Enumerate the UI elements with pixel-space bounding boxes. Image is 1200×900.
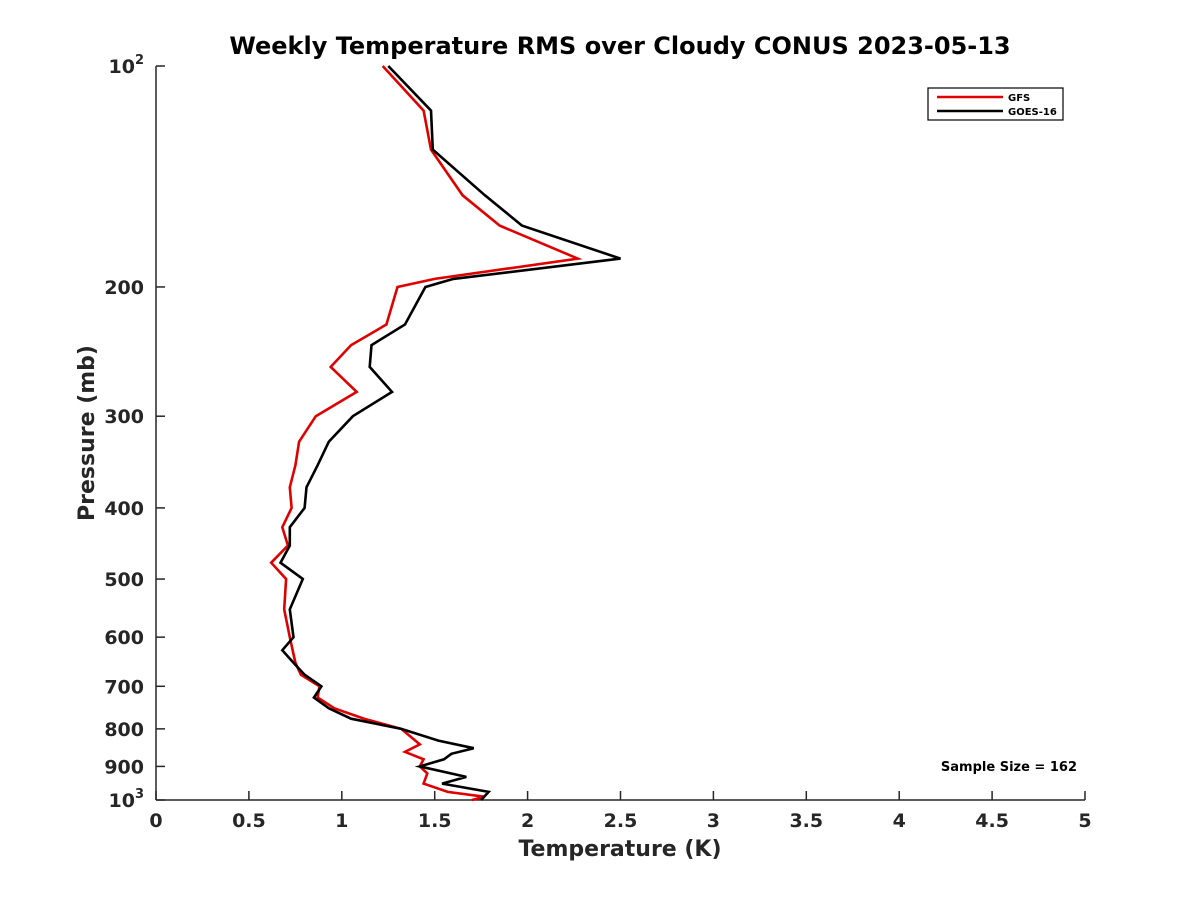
- y-tick-label: 300: [104, 406, 144, 428]
- x-tick-label: 4: [893, 810, 906, 832]
- x-tick-label: 0.5: [232, 810, 266, 832]
- series-line-gfs: [269, 65, 583, 802]
- x-tick-label: 3: [707, 810, 720, 832]
- legend: GFS GOES-16: [927, 87, 1064, 121]
- y-tick-label: 500: [104, 569, 144, 591]
- y-tick-label: 400: [104, 498, 144, 520]
- y-axis-ticks: 102 200 300 400 500 600 700 800 900 103: [104, 53, 165, 812]
- x-tick-label: 3.5: [789, 810, 823, 832]
- x-axis-ticks: 0 0.5 1 1.5 2 2.5 3 3.5 4 4.5 5: [149, 791, 1092, 832]
- x-tick-label: 1: [335, 810, 348, 832]
- x-tick-label: 4.5: [975, 810, 1009, 832]
- x-tick-label: 2.5: [604, 810, 638, 832]
- y-tick-label: 800: [104, 719, 144, 741]
- chart-title: Weekly Temperature RMS over Cloudy CONUS…: [229, 32, 1010, 60]
- series-line-goes-16: [278, 65, 621, 801]
- x-tick-label: 1.5: [418, 810, 452, 832]
- y-tick-label: 600: [104, 627, 144, 649]
- y-tick-label: 700: [104, 676, 144, 698]
- x-axis-label: Temperature (K): [518, 837, 721, 862]
- y-tick-label: 900: [104, 756, 144, 778]
- y-tick-label: 200: [104, 277, 144, 299]
- legend-box: [927, 87, 1064, 121]
- x-tick-label: 5: [1078, 810, 1091, 832]
- y-axis-label: Pressure (mb): [75, 345, 100, 521]
- series-lines: [269, 65, 621, 802]
- legend-label: GOES-16: [1008, 107, 1057, 118]
- y-tick-label: 102: [109, 53, 145, 78]
- legend-items: GFS GOES-16: [937, 93, 1057, 118]
- legend-label: GFS: [1008, 93, 1030, 104]
- y-tick-label: 103: [109, 787, 145, 812]
- sample-size-annotation: Sample Size = 162: [941, 760, 1077, 775]
- x-tick-label: 2: [521, 810, 534, 832]
- plot-area: 0 0.5 1 1.5 2 2.5 3 3.5 4 4.5 5 102 200 300 400 500 600…: [104, 53, 1091, 832]
- x-tick-label: 0: [149, 810, 162, 832]
